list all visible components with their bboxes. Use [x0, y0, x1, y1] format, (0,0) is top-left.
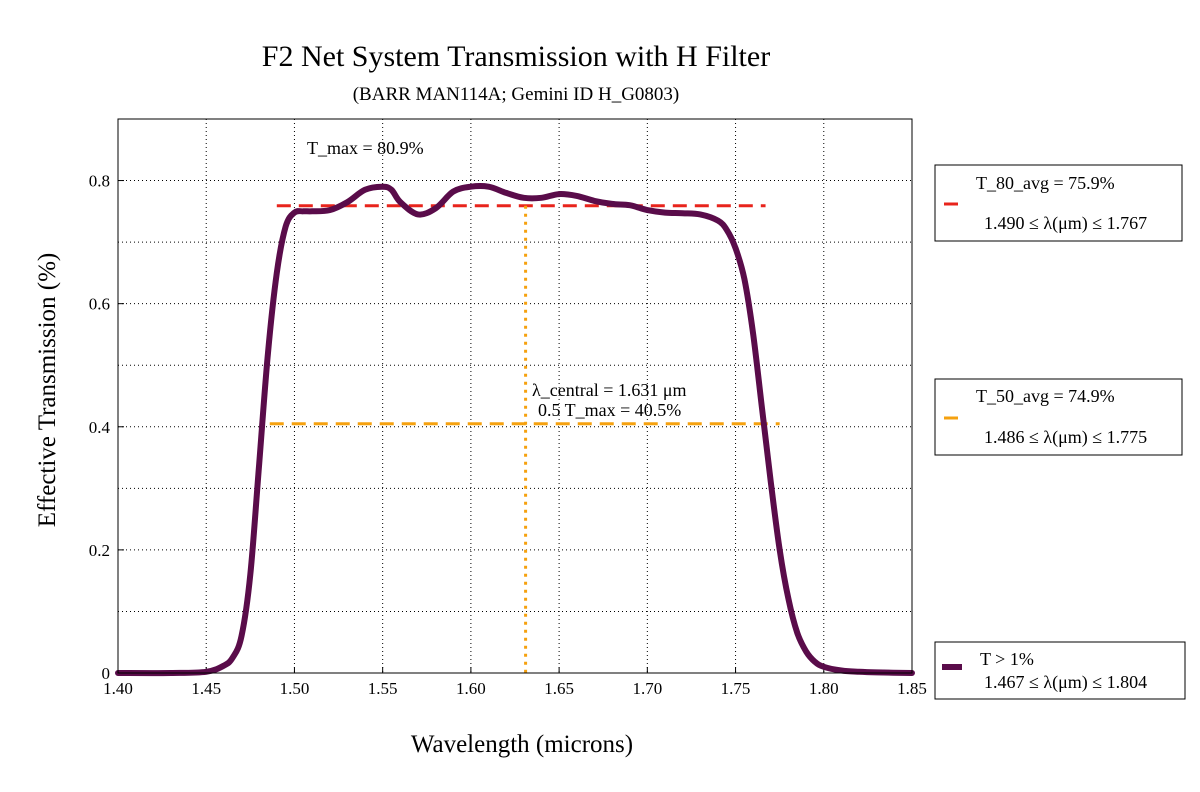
ticks: 1.40 1.45 1.50 1.55 1.60 1.65 1.70 1.75 1.80 1.85… — [89, 172, 927, 698]
legend-t50-line2: 1.486 ≤ λ(μm) ≤ 1.775 — [984, 427, 1147, 448]
legend-curve: T > 1% 1.467 ≤ λ(μm) ≤ 1.804 — [934, 641, 1186, 700]
legend-t80-line1: T_80_avg = 75.9% — [976, 173, 1115, 193]
transmission-curve — [115, 183, 915, 677]
y-tick-label: 0 — [102, 664, 111, 683]
x-tick-label: 1.85 — [897, 679, 927, 698]
x-tick-label: 1.75 — [721, 679, 751, 698]
y-tick-label: 0.2 — [89, 541, 110, 560]
x-tick-label: 1.60 — [456, 679, 486, 698]
half-tmax-annotation: 0.5 T_max = 40.5% — [538, 400, 681, 420]
legend-t80-box — [934, 164, 1183, 242]
grid — [118, 119, 912, 673]
plot-frame — [117, 118, 913, 674]
tmax-annotation: T_max = 80.9% — [307, 138, 424, 158]
legend-t50-line1: T_50_avg = 74.9% — [976, 386, 1115, 406]
x-tick-label: 1.55 — [368, 679, 398, 698]
legend-t80-line2: 1.490 ≤ λ(μm) ≤ 1.767 — [984, 213, 1147, 234]
legend-t50-box — [934, 378, 1183, 456]
x-axis-label: Wavelength (microns) — [411, 731, 633, 758]
x-tick-label: 1.50 — [280, 679, 310, 698]
x-tick-label: 1.80 — [809, 679, 839, 698]
legend-t50: T_50_avg = 74.9% 1.486 ≤ λ(μm) ≤ 1.775 — [934, 378, 1183, 456]
central-annotation: λ_central = 1.631 μm — [532, 380, 687, 400]
x-tick-label: 1.65 — [544, 679, 574, 698]
reference-lines — [269, 204, 780, 673]
legend-curve-box — [934, 641, 1186, 700]
x-tick-label: 1.45 — [191, 679, 221, 698]
chart-title: F2 Net System Transmission with H Filter — [262, 40, 770, 73]
y-tick-label: 0.4 — [89, 418, 111, 437]
legend-curve-line1: T > 1% — [980, 649, 1034, 669]
y-axis-label: Effective Transmission (%) — [34, 253, 61, 528]
y-tick-label: 0.6 — [89, 295, 110, 314]
y-tick-label: 0.8 — [89, 172, 110, 191]
x-tick-label: 1.40 — [103, 679, 133, 698]
legend-curve-line2: 1.467 ≤ λ(μm) ≤ 1.804 — [984, 672, 1147, 693]
x-tick-label: 1.70 — [632, 679, 662, 698]
chart-subtitle: (BARR MAN114A; Gemini ID H_G0803) — [353, 84, 680, 105]
legend-t80: T_80_avg = 75.9% 1.490 ≤ λ(μm) ≤ 1.767 — [934, 164, 1183, 242]
